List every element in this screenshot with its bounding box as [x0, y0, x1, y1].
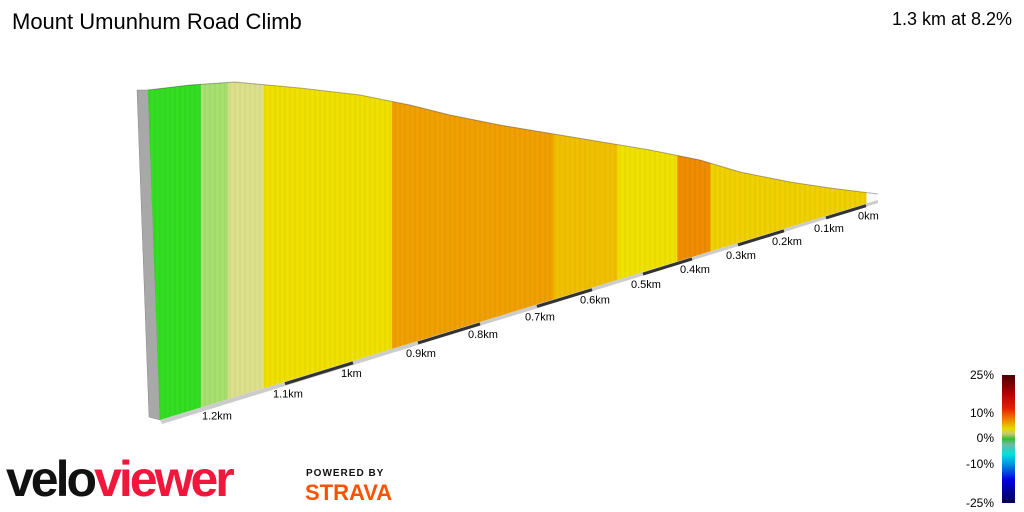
distance-axis: 0km 0.1km 0.2km 0.3km 0.4km 0.5km 0.6km 0.7km 0.… [202, 204, 879, 422]
profile-front-face [148, 82, 876, 420]
strava-logo[interactable]: STRAVA [305, 480, 393, 505]
climb-summary: 1.3 km at 8.2% [891, 9, 1012, 29]
distance-tick-label: 0.4km [680, 264, 710, 276]
distance-tick-label: 0.2km [772, 236, 802, 248]
legend-label-minus10: -10% [965, 457, 994, 471]
page-title: Mount Umunhum Road Climb [12, 9, 302, 34]
distance-tick-label: 0.6km [580, 295, 610, 307]
legend-label-25: 25% [969, 368, 994, 382]
logo-velo: velo [6, 451, 97, 507]
powered-by-label: POWERED BY [306, 468, 385, 479]
distance-band [737, 229, 785, 247]
profile-top-edge [147, 81, 879, 195]
distance-tick-label: 1km [341, 368, 362, 380]
legend-label-10: 10% [969, 406, 994, 420]
legend-label-minus25: -25% [965, 496, 994, 510]
logo-viewer: viewer [94, 451, 235, 507]
distance-band [536, 288, 593, 308]
grade-segment [677, 82, 711, 420]
distance-tick-label: 1.2km [202, 410, 232, 422]
distance-band [642, 257, 693, 276]
distance-tick-label: 0km [858, 211, 879, 223]
distance-tick-label: 0.5km [631, 279, 661, 291]
distance-band [284, 361, 354, 386]
grade-segment [263, 82, 393, 420]
grade-segment [200, 82, 229, 420]
distance-tick-label: 0.8km [468, 329, 498, 341]
distance-band [825, 204, 867, 220]
veloviewer-logo[interactable]: veloviewer [6, 450, 235, 508]
distance-tick-label: 0.9km [406, 348, 436, 360]
distance-tick-label: 0.1km [814, 223, 844, 235]
distance-tick-label: 0.3km [726, 250, 756, 262]
grade-segment [617, 82, 678, 420]
grade-segment [553, 82, 618, 420]
distance-tick-label: 0.7km [525, 311, 555, 323]
legend-label-0: 0% [976, 431, 994, 445]
distance-band [417, 322, 481, 345]
grade-segment [228, 82, 265, 420]
distance-tick-label: 1.1km [273, 389, 303, 401]
grade-color-legend [1002, 375, 1015, 503]
